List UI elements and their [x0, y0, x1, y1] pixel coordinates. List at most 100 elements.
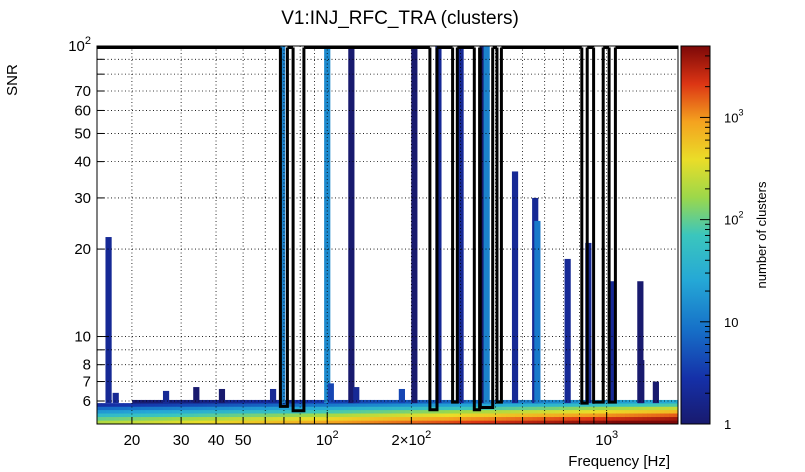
heatmap-cell [189, 409, 195, 414]
heatmap-cell [642, 406, 648, 411]
heatmap-cell [114, 409, 120, 414]
heatmap-cell [506, 413, 512, 418]
heatmap-cell [642, 409, 648, 414]
heatmap-cell [167, 406, 173, 411]
heatmap-cell [136, 420, 142, 424]
heatmap-cell [158, 413, 164, 418]
heatmap-cell [277, 409, 283, 414]
heatmap-cell [488, 399, 494, 404]
heatmap-cell [633, 399, 639, 404]
heatmap-cell [559, 416, 564, 421]
heatmap-cell [660, 416, 666, 421]
heatmap-cell [409, 420, 415, 424]
heatmap-cell [435, 413, 441, 418]
heatmap-cell [317, 403, 322, 407]
heatmap-cell [506, 420, 512, 424]
heatmap-cell [308, 399, 314, 404]
heatmap-cell [519, 420, 525, 424]
heatmap-cell [422, 409, 428, 414]
heatmap-cell [255, 416, 261, 421]
heatmap-cell [259, 409, 265, 414]
heatmap-cell [629, 403, 635, 407]
heatmap-cell [141, 413, 146, 418]
heatmap-cell [369, 409, 375, 414]
heatmap-cell [497, 413, 503, 418]
heatmap-cell [317, 399, 322, 404]
y-tick-label: 10 [74, 329, 91, 346]
heatmap-cell [466, 413, 472, 418]
heatmap-cell [325, 413, 331, 418]
heatmap-cell [233, 406, 239, 411]
heatmap-cell [625, 413, 630, 418]
heatmap-cell [598, 406, 604, 411]
heatmap-cell [101, 409, 107, 414]
heatmap-cell [607, 406, 613, 411]
colorbar-tick-label: 10 [724, 315, 738, 330]
heatmap-cell [127, 416, 133, 421]
heatmap-cell [101, 413, 107, 418]
heatmap-cell [211, 403, 217, 407]
heatmap-cell [233, 409, 239, 414]
heatmap-cell [440, 403, 446, 407]
heatmap-cell [193, 409, 199, 414]
heatmap-cell [515, 416, 520, 421]
heatmap-cell [110, 406, 115, 411]
heatmap-cell [651, 413, 657, 418]
heatmap-cell [572, 409, 578, 414]
heatmap-cell [422, 413, 428, 418]
heatmap-cell [145, 409, 151, 414]
heatmap-cell [264, 416, 270, 421]
heatmap-cell [537, 409, 542, 414]
heatmap-cell [330, 403, 336, 407]
heatmap-cell [396, 403, 402, 407]
heatmap-cell [286, 416, 292, 421]
heatmap-cell [317, 409, 322, 414]
heatmap-cell [541, 416, 547, 421]
heatmap-cell [660, 406, 666, 411]
heatmap-cell [501, 420, 507, 424]
heatmap-cell [422, 420, 428, 424]
heatmap-cell [308, 420, 314, 424]
heatmap-cell [321, 420, 327, 424]
heatmap-cell [303, 416, 309, 421]
heatmap-cell [339, 409, 344, 414]
heatmap-cell [603, 399, 608, 404]
heatmap-cell [229, 406, 234, 411]
heatmap-cell [176, 416, 182, 421]
heatmap-cell [114, 416, 120, 421]
heatmap-cell [246, 420, 252, 424]
heatmap-cell [321, 399, 327, 404]
heatmap-cell [224, 399, 230, 404]
heatmap-cell [519, 403, 525, 407]
heatmap-cell [136, 416, 142, 421]
heatmap-cell [215, 406, 221, 411]
heatmap-cell [651, 406, 657, 411]
heatmap-cell [506, 399, 512, 404]
heatmap-cell [312, 413, 318, 418]
heatmap-cell [567, 420, 573, 424]
heatmap-cell [673, 420, 678, 424]
heatmap-cell [479, 416, 485, 421]
heatmap-cell [242, 416, 248, 421]
heatmap-cell [286, 420, 292, 424]
heatmap-cell [453, 413, 459, 418]
heatmap-cell [532, 403, 538, 407]
heatmap-cell [493, 413, 498, 418]
heatmap-cell [251, 420, 256, 424]
heatmap-cell [515, 413, 520, 418]
heatmap-cell [554, 399, 560, 404]
heatmap-cell [616, 416, 622, 421]
heatmap-cell [193, 413, 199, 418]
heatmap-cell [158, 403, 164, 407]
heatmap-cell [484, 403, 490, 407]
heatmap-cell [343, 420, 349, 424]
heatmap-cell [669, 416, 674, 421]
heatmap-cell [449, 420, 454, 424]
heatmap-cell [647, 399, 652, 404]
heatmap-cell [154, 420, 160, 424]
heatmap-cell [207, 416, 212, 421]
heatmap-cell [616, 406, 622, 411]
heatmap-cell [202, 420, 208, 424]
heatmap-cell [308, 416, 314, 421]
